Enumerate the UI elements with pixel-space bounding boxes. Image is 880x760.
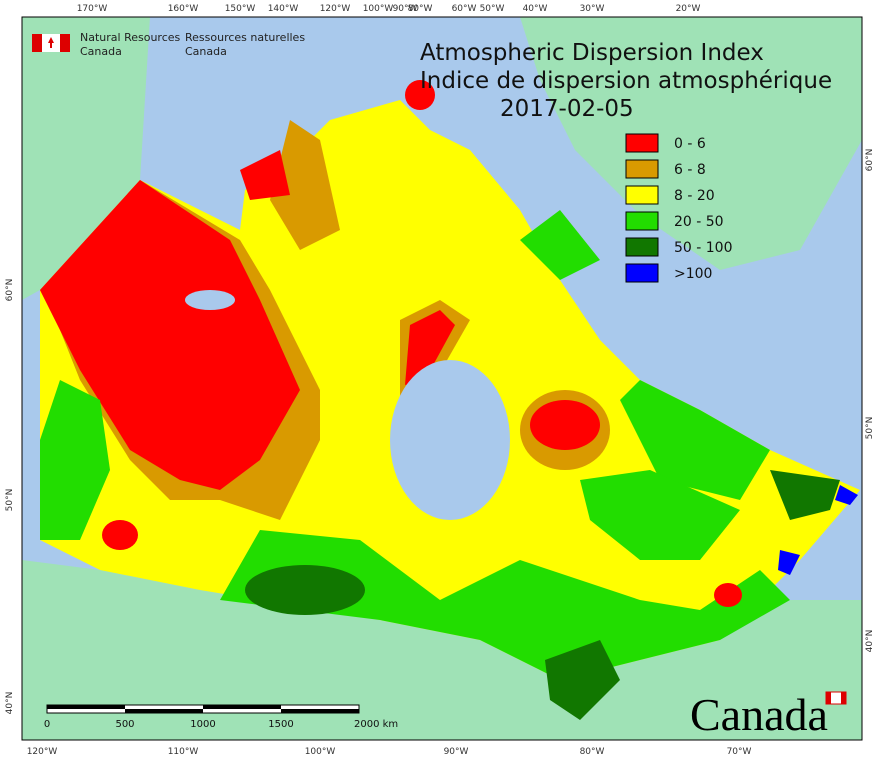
logo: Natural Resources Canada Ressources natu… xyxy=(32,31,305,58)
title: Indice de dispersion atmosphérique xyxy=(420,68,832,94)
legend-label: 8 - 20 xyxy=(674,188,715,204)
scale-label: 0 xyxy=(44,719,50,730)
longitude-label: 120°W xyxy=(27,747,58,757)
region-20-50 xyxy=(620,380,770,500)
region-0-6 xyxy=(405,80,435,110)
legend-swatch xyxy=(625,159,659,179)
alaska xyxy=(22,17,150,300)
map xyxy=(21,16,863,741)
longitude-label: 160°W xyxy=(168,4,199,14)
hudson-bay xyxy=(390,360,510,520)
logo-text: Ressources naturelles xyxy=(185,31,305,44)
scale-bar-segment xyxy=(125,709,203,713)
longitude-label: 80°W xyxy=(580,747,605,757)
legend-label: >100 xyxy=(674,266,712,282)
latitude-label: 40°N xyxy=(865,630,875,653)
legend-label: 6 - 8 xyxy=(674,162,706,178)
legend-swatch xyxy=(625,237,659,257)
longitude-label: 110°W xyxy=(168,747,199,757)
longitude-label: 120°W xyxy=(320,4,351,14)
wordmark-flag-bar xyxy=(841,692,846,704)
wordmark-flag-bar xyxy=(826,692,831,704)
scale-bar-segment xyxy=(203,705,281,709)
scale-bar: 0 500 1000 1500 2000 km xyxy=(44,704,398,730)
scale-label: 500 xyxy=(115,719,134,730)
title: Atmospheric Dispersion Index xyxy=(420,40,764,66)
greenland xyxy=(520,17,862,270)
region-20-50 xyxy=(220,530,790,680)
logo-text: Natural Resources xyxy=(80,31,181,44)
legend: 0 - 6 6 - 8 8 - 20 20 - 50 50 - 100 >100 xyxy=(625,133,733,283)
longitude-label: 40°W xyxy=(523,4,548,14)
graticule-labels: 170°W 160°W 150°W 140°W 120°W 100°W 90°W80°W 60… xyxy=(5,4,875,757)
longitude-label: 170°W xyxy=(77,4,108,14)
longitude-label: 90°W xyxy=(444,747,469,757)
region-0-6 xyxy=(102,520,138,550)
latitude-label: 60°N xyxy=(865,149,875,172)
flag-bar xyxy=(60,34,70,52)
region-0-6 xyxy=(240,150,290,200)
flag-bar xyxy=(32,34,42,52)
legend-swatch xyxy=(625,263,659,283)
scale-bar-segment xyxy=(47,705,125,709)
region-over-100 xyxy=(835,485,858,505)
longitude-label: 30°W xyxy=(580,4,605,14)
region-20-50 xyxy=(520,210,600,280)
great-slave-lake xyxy=(185,290,235,310)
latitude-label: 40°N xyxy=(5,692,15,715)
longitude-label: 100°W xyxy=(363,4,394,14)
region-0-6 xyxy=(714,583,742,607)
legend-swatch xyxy=(625,185,659,205)
scale-label: 2000 km xyxy=(354,719,398,730)
legend-label: 20 - 50 xyxy=(674,214,724,230)
region-50-100 xyxy=(545,640,620,720)
region-0-6 xyxy=(405,310,455,385)
legend-swatch xyxy=(625,133,659,153)
region-6-8 xyxy=(270,120,340,250)
canada-wordmark: Canada xyxy=(690,689,828,740)
logo-text: Canada xyxy=(185,45,227,58)
longitude-label: 150°W xyxy=(225,4,256,14)
region-20-50 xyxy=(580,470,740,560)
region-20-50 xyxy=(40,380,110,540)
longitude-label: 70°W xyxy=(727,747,752,757)
latitude-label: 50°N xyxy=(865,417,875,440)
legend-label: 0 - 6 xyxy=(674,136,706,152)
region-0-6 xyxy=(40,180,300,490)
longitude-label: 60°W xyxy=(452,4,477,14)
united-states xyxy=(22,560,862,740)
longitude-label: 90°W xyxy=(393,4,418,14)
region-over-100 xyxy=(778,550,800,575)
longitude-label: 140°W xyxy=(268,4,299,14)
map-frame xyxy=(21,16,863,741)
latitude-label: 50°N xyxy=(5,489,15,512)
legend-swatch xyxy=(625,211,659,231)
longitude-label: 100°W xyxy=(305,747,336,757)
longitude-label: 20°W xyxy=(676,4,701,14)
longitude-label: 80°W xyxy=(408,4,433,14)
region-50-100 xyxy=(245,565,365,615)
scale-bar-segment xyxy=(281,709,359,713)
logo-text: Canada xyxy=(80,45,122,58)
legend-label: 50 - 100 xyxy=(674,240,733,256)
scale-label: 1500 xyxy=(268,719,293,730)
longitude-label: 50°W xyxy=(480,4,505,14)
flag-leaf xyxy=(48,37,54,48)
date: 2017-02-05 xyxy=(500,96,634,122)
region-0-6 xyxy=(530,400,600,450)
latitude-label: 60°N xyxy=(5,279,15,302)
region-50-100 xyxy=(770,470,840,520)
scale-label: 1000 xyxy=(190,719,215,730)
